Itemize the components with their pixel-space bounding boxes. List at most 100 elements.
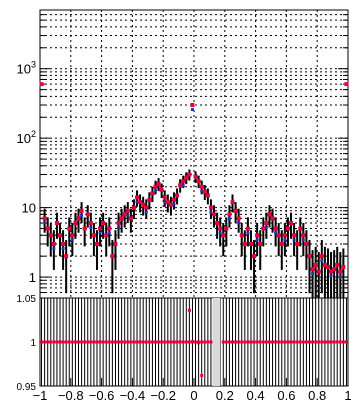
upper-y-tick-label: 102 xyxy=(17,129,36,146)
lower-data-point xyxy=(43,340,47,344)
upper-data-point-blue xyxy=(292,238,296,242)
upper-data-point xyxy=(298,226,303,231)
lower-data-point xyxy=(261,340,265,344)
upper-data-point xyxy=(128,216,133,221)
upper-data-point-blue xyxy=(190,108,194,112)
upper-data-point xyxy=(159,187,164,192)
lower-data-point xyxy=(169,340,173,344)
upper-data-point xyxy=(178,183,183,188)
upper-data-point xyxy=(261,226,266,231)
upper-data-point-blue xyxy=(200,189,204,193)
upper-data-point-blue xyxy=(255,238,259,242)
lower-data-point xyxy=(255,340,259,344)
upper-data-point xyxy=(141,202,146,207)
lower-data-point xyxy=(166,340,170,344)
upper-data-point xyxy=(67,226,72,231)
upper-data-point xyxy=(162,195,167,200)
lower-data-point xyxy=(126,340,130,344)
lower-data-point xyxy=(58,340,62,344)
upper-data-point xyxy=(171,197,176,202)
lower-data-point xyxy=(101,340,105,344)
upper-data-point-blue xyxy=(154,189,157,193)
upper-data-point xyxy=(54,221,59,226)
lower-data-point xyxy=(308,340,311,344)
upper-data-point xyxy=(94,241,99,246)
lower-data-point xyxy=(224,340,228,344)
lower-data-point xyxy=(335,340,339,344)
upper-data-point xyxy=(295,241,300,246)
lower-data-point xyxy=(286,340,290,344)
upper-data-point-blue xyxy=(237,221,241,225)
upper-data-point xyxy=(270,216,275,221)
lower-data-point xyxy=(249,340,253,344)
lower-data-point xyxy=(150,340,154,344)
upper-data-point xyxy=(85,212,90,217)
lower-data-point xyxy=(129,340,133,344)
upper-data-point xyxy=(101,221,106,226)
lower-data-point xyxy=(301,340,305,344)
upper-data-point xyxy=(110,254,115,259)
lower-data-point xyxy=(89,340,93,344)
lower-data-point xyxy=(332,340,336,344)
lower-data-point xyxy=(234,340,238,344)
upper-data-point xyxy=(242,241,247,246)
upper-data-point xyxy=(313,262,318,267)
upper-data-point xyxy=(233,208,238,213)
upper-data-point-blue xyxy=(181,184,185,188)
upper-data-point-blue xyxy=(209,210,213,214)
upper-data-points xyxy=(39,82,349,298)
upper-data-point xyxy=(282,233,287,238)
lower-data-point xyxy=(80,340,84,344)
lower-outlier-point xyxy=(190,340,194,344)
lower-data-point xyxy=(317,340,321,344)
upper-data-point xyxy=(135,195,140,200)
x-tick-label: −0.6 xyxy=(89,388,115,403)
upper-data-point xyxy=(175,193,180,198)
x-tick-label: −0.8 xyxy=(58,388,84,403)
upper-data-point-blue xyxy=(52,246,56,250)
upper-data-point xyxy=(273,226,278,231)
lower-data-point xyxy=(267,340,271,344)
upper-data-point-blue xyxy=(61,246,65,250)
lower-data-point xyxy=(292,340,296,344)
lower-data-point xyxy=(243,340,247,344)
upper-y-tick-label: 10 xyxy=(22,201,36,216)
upper-data-point xyxy=(144,205,149,210)
upper-data-point xyxy=(79,208,84,213)
lower-data-point xyxy=(120,340,124,344)
lower-frame xyxy=(39,297,349,387)
lower-data-point xyxy=(55,340,59,344)
lower-data-point xyxy=(175,340,179,344)
lower-data-point xyxy=(221,340,225,344)
upper-data-point xyxy=(193,174,198,179)
lower-panel: 1.05 1 0.95 −1 −0.8 −0.6 −0.4 −0.2 0 0.2 0.4 0.6 0.… xyxy=(17,294,352,403)
lower-data-point xyxy=(144,340,148,344)
lower-outlier-point xyxy=(197,341,201,345)
upper-data-point xyxy=(319,254,324,259)
upper-data-point-blue xyxy=(283,238,287,242)
upper-data-point xyxy=(88,221,93,226)
lower-data-point xyxy=(67,340,71,344)
upper-data-point-blue xyxy=(163,200,167,204)
upper-data-point xyxy=(289,221,294,226)
lower-data-point xyxy=(258,340,262,344)
upper-data-point xyxy=(202,189,207,194)
upper-data-point-blue xyxy=(80,213,84,217)
lower-data-point xyxy=(231,340,234,344)
lower-data-point xyxy=(329,340,333,344)
upper-data-point xyxy=(184,175,189,180)
upper-data-point-blue xyxy=(246,231,250,235)
lower-y-tick-label: 0.95 xyxy=(17,382,37,393)
lower-y-axis: 1.05 1 0.95 xyxy=(17,294,37,393)
lower-data-point xyxy=(92,340,96,344)
lower-data-point xyxy=(160,340,164,344)
lower-data-point xyxy=(246,340,250,344)
lower-data-point xyxy=(73,340,77,344)
upper-data-point-blue xyxy=(329,274,333,278)
upper-data-point xyxy=(252,254,257,259)
upper-data-point xyxy=(199,184,204,189)
upper-data-point-blue xyxy=(43,221,47,225)
upper-data-point xyxy=(218,226,223,231)
lower-data-point xyxy=(154,340,157,344)
lower-data-point xyxy=(277,340,281,344)
